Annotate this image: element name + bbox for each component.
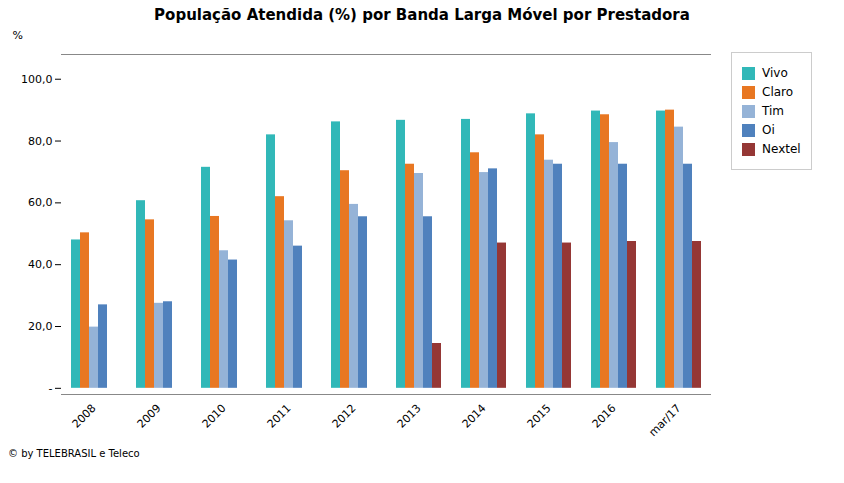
svg-text:2013: 2013 bbox=[395, 402, 424, 431]
svg-text:%: % bbox=[13, 29, 23, 42]
svg-text:40,0: 40,0 bbox=[28, 258, 53, 271]
svg-text:2012: 2012 bbox=[330, 402, 359, 431]
svg-text:2008: 2008 bbox=[70, 402, 99, 431]
svg-text:2014: 2014 bbox=[460, 402, 489, 431]
html-text:Vivo: Vivo bbox=[762, 66, 788, 80]
html-text:Claro: Claro bbox=[762, 85, 794, 99]
svg-text:mar/17: mar/17 bbox=[646, 402, 683, 439]
svg-text:20,0: 20,0 bbox=[28, 320, 53, 333]
svg-text:100,0: 100,0 bbox=[21, 73, 53, 86]
svg-text:80,0: 80,0 bbox=[28, 135, 53, 148]
svg-text:60,0: 60,0 bbox=[28, 196, 53, 209]
svg-text:2011: 2011 bbox=[265, 402, 294, 431]
html-text:Nextel: Nextel bbox=[762, 142, 801, 156]
svg-text:2015: 2015 bbox=[525, 402, 554, 431]
svg-text:2010: 2010 bbox=[200, 402, 229, 431]
html-text:Tim: Tim bbox=[762, 104, 784, 118]
html-text:Oi: Oi bbox=[762, 123, 775, 137]
svg-text:2009: 2009 bbox=[135, 402, 164, 431]
svg-text:-: - bbox=[49, 382, 53, 395]
svg-text:2016: 2016 bbox=[590, 402, 619, 431]
html-text:População Atendida (%) por Ban: População Atendida (%) por Banda Larga M… bbox=[154, 6, 690, 24]
html-text:© by TELEBRASIL e Teleco: © by TELEBRASIL e Teleco bbox=[8, 448, 140, 459]
